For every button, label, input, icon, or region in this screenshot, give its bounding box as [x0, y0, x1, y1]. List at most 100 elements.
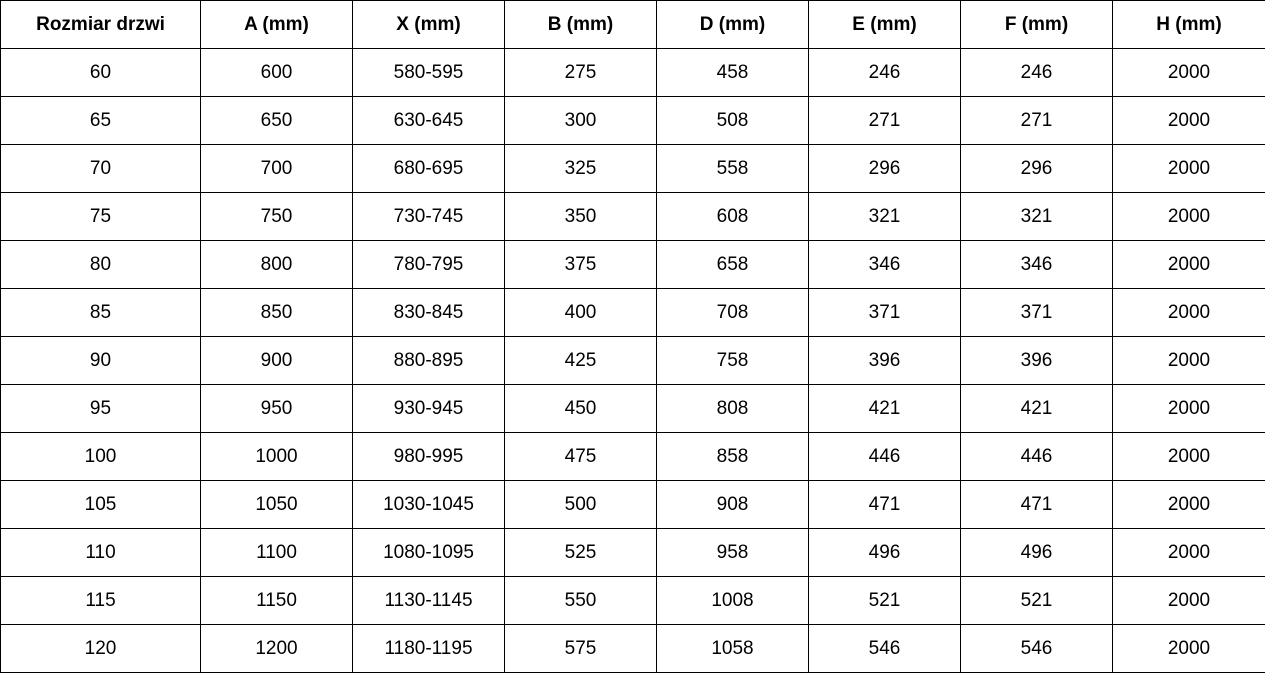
table-row: 115 1150 1130-1145 550 1008 521 521 2000 [0, 576, 1265, 625]
table-cell: 346 [808, 240, 961, 289]
table-cell: 908 [656, 480, 809, 529]
table-cell: 500 [504, 480, 657, 529]
table-cell: 80 [0, 240, 201, 289]
table-cell: 2000 [1112, 192, 1265, 241]
table-cell: 958 [656, 528, 809, 577]
table-cell: 2000 [1112, 576, 1265, 625]
table-cell: 608 [656, 192, 809, 241]
table-cell: 1200 [200, 624, 353, 673]
table-row: 70 700 680-695 325 558 296 296 2000 [0, 144, 1265, 193]
table-cell: 658 [656, 240, 809, 289]
table-cell: 396 [808, 336, 961, 385]
table-cell: 508 [656, 96, 809, 145]
table-cell: 246 [808, 48, 961, 97]
table-cell: 1050 [200, 480, 353, 529]
table-cell: 546 [808, 624, 961, 673]
table-cell: 758 [656, 336, 809, 385]
table-cell: 321 [960, 192, 1113, 241]
table-cell: 980-995 [352, 432, 505, 481]
table-cell: 521 [808, 576, 961, 625]
table-cell: 880-895 [352, 336, 505, 385]
table-cell: 2000 [1112, 336, 1265, 385]
table-cell: 321 [808, 192, 961, 241]
column-header: B (mm) [504, 0, 657, 49]
table-cell: 85 [0, 288, 201, 337]
table-cell: 60 [0, 48, 201, 97]
table-cell: 275 [504, 48, 657, 97]
table-cell: 450 [504, 384, 657, 433]
table-cell: 471 [960, 480, 1113, 529]
table-cell: 1000 [200, 432, 353, 481]
table-cell: 475 [504, 432, 657, 481]
table-cell: 550 [504, 576, 657, 625]
table-cell: 546 [960, 624, 1113, 673]
table-cell: 630-645 [352, 96, 505, 145]
table-cell: 90 [0, 336, 201, 385]
table-cell: 421 [960, 384, 1113, 433]
table-cell: 1030-1045 [352, 480, 505, 529]
table-cell: 496 [960, 528, 1113, 577]
table-cell: 70 [0, 144, 201, 193]
column-header: A (mm) [200, 0, 353, 49]
table-cell: 708 [656, 288, 809, 337]
table-cell: 2000 [1112, 432, 1265, 481]
table-cell: 858 [656, 432, 809, 481]
table-cell: 350 [504, 192, 657, 241]
table-cell: 950 [200, 384, 353, 433]
table-row: 60 600 580-595 275 458 246 246 2000 [0, 48, 1265, 97]
table-cell: 471 [808, 480, 961, 529]
table-cell: 446 [960, 432, 1113, 481]
table-row: 100 1000 980-995 475 858 446 446 2000 [0, 432, 1265, 481]
table-cell: 396 [960, 336, 1113, 385]
table-cell: 2000 [1112, 528, 1265, 577]
table-cell: 371 [808, 288, 961, 337]
table-cell: 558 [656, 144, 809, 193]
table-cell: 1058 [656, 624, 809, 673]
table-row: 95 950 930-945 450 808 421 421 2000 [0, 384, 1265, 433]
table-row: 85 850 830-845 400 708 371 371 2000 [0, 288, 1265, 337]
table-row: 65 650 630-645 300 508 271 271 2000 [0, 96, 1265, 145]
table-cell: 296 [808, 144, 961, 193]
table-cell: 580-595 [352, 48, 505, 97]
table-cell: 105 [0, 480, 201, 529]
table-cell: 421 [808, 384, 961, 433]
table-cell: 1180-1195 [352, 624, 505, 673]
table-cell: 2000 [1112, 480, 1265, 529]
table-cell: 2000 [1112, 48, 1265, 97]
table-row: 80 800 780-795 375 658 346 346 2000 [0, 240, 1265, 289]
table-cell: 271 [808, 96, 961, 145]
table-cell: 496 [808, 528, 961, 577]
table-row: 110 1100 1080-1095 525 958 496 496 2000 [0, 528, 1265, 577]
table-cell: 100 [0, 432, 201, 481]
column-header: H (mm) [1112, 0, 1265, 49]
table-cell: 2000 [1112, 288, 1265, 337]
table-cell: 1008 [656, 576, 809, 625]
table-cell: 246 [960, 48, 1113, 97]
table-cell: 271 [960, 96, 1113, 145]
table-cell: 780-795 [352, 240, 505, 289]
table-cell: 346 [960, 240, 1113, 289]
column-header: X (mm) [352, 0, 505, 49]
table-cell: 425 [504, 336, 657, 385]
table-cell: 900 [200, 336, 353, 385]
table-cell: 525 [504, 528, 657, 577]
table-cell: 375 [504, 240, 657, 289]
table-cell: 1080-1095 [352, 528, 505, 577]
table-cell: 730-745 [352, 192, 505, 241]
table-cell: 115 [0, 576, 201, 625]
table-cell: 2000 [1112, 96, 1265, 145]
table-cell: 65 [0, 96, 201, 145]
table-cell: 830-845 [352, 288, 505, 337]
table-cell: 75 [0, 192, 201, 241]
table-cell: 850 [200, 288, 353, 337]
table-cell: 400 [504, 288, 657, 337]
table-cell: 300 [504, 96, 657, 145]
table-cell: 700 [200, 144, 353, 193]
table-cell: 575 [504, 624, 657, 673]
table-cell: 325 [504, 144, 657, 193]
table-cell: 458 [656, 48, 809, 97]
table-cell: 600 [200, 48, 353, 97]
table-row: 75 750 730-745 350 608 321 321 2000 [0, 192, 1265, 241]
table-cell: 2000 [1112, 144, 1265, 193]
table-cell: 680-695 [352, 144, 505, 193]
